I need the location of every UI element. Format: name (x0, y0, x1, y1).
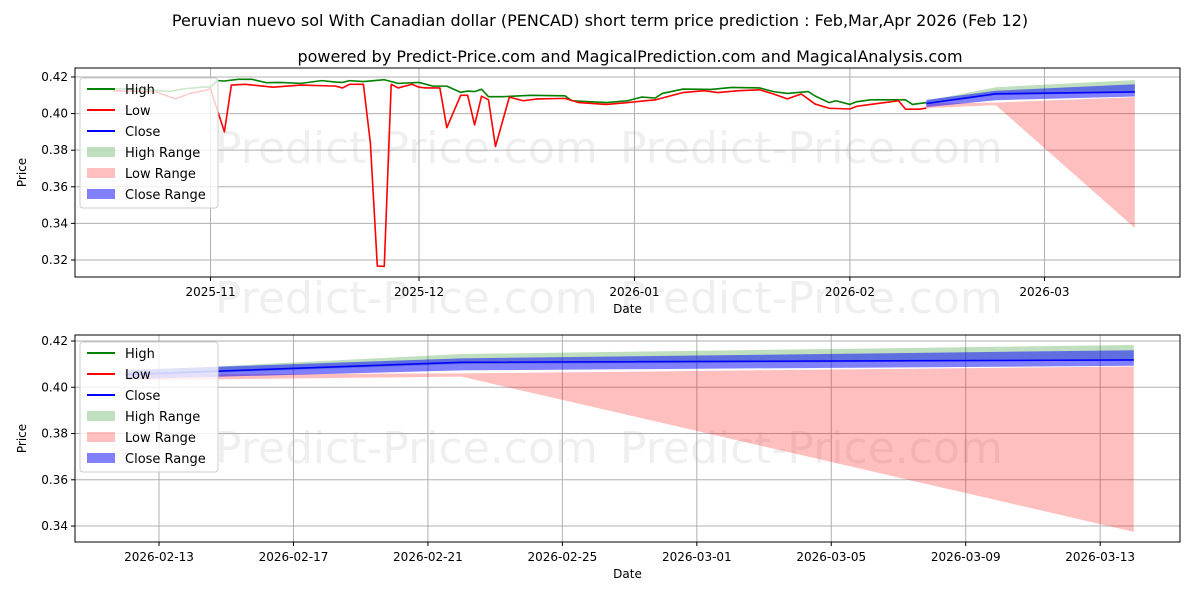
y-tick-label: 0.38 (41, 427, 68, 441)
legend-item-close-range: Close Range (87, 188, 206, 203)
plot-frame (74, 67, 1181, 278)
x-tick-label: 2026-03-05 (796, 550, 866, 564)
legend-label: Low Range (125, 167, 196, 182)
legend-label: Low Range (125, 431, 196, 446)
legend-patch-swatch (87, 432, 115, 442)
legend-label: Close (125, 389, 160, 404)
y-tick-label: 0.34 (41, 519, 68, 533)
legend-item-low-range: Low Range (87, 167, 196, 182)
legend-label: Close Range (125, 188, 206, 203)
low-line (113, 83, 927, 268)
legend-patch-swatch (87, 453, 115, 463)
watermark: Predict-Price.com (215, 123, 598, 174)
x-tick-label: 2026-03 (1019, 285, 1069, 299)
x-tick-label: 2025-11 (185, 285, 235, 299)
x-tick-label: 2026-02-25 (528, 550, 598, 564)
chart-subtitle: powered by Predict-Price.com and Magical… (297, 47, 962, 66)
y-axis-label: Price (15, 424, 29, 453)
legend-item-low-range: Low Range (87, 431, 196, 446)
legend-label: High (125, 83, 155, 98)
watermark: Predict-Price.com (215, 423, 598, 474)
legend-label: High Range (125, 410, 200, 425)
low-range-band (125, 366, 1134, 532)
x-tick-label: 2026-03-01 (662, 550, 732, 564)
legend-label: High Range (125, 146, 200, 161)
close-line (926, 91, 1135, 105)
y-axis-label: Price (15, 158, 29, 187)
y-tick-label: 0.40 (41, 107, 68, 121)
x-axis-label: Date (613, 302, 642, 316)
y-tick-label: 0.32 (41, 253, 68, 267)
top-chart: 2025-11 2025-12 2026-01 2026-02 2026-03 0.32 0… (15, 67, 1181, 316)
x-tick-label: 2026-03-09 (931, 550, 1001, 564)
legend-item-high-range: High Range (87, 146, 200, 161)
legend-item-close: Close (87, 125, 160, 140)
y-tick-label: 0.36 (41, 473, 68, 487)
legend-item-high: High (87, 83, 155, 98)
legend-item-high-range: High Range (87, 410, 200, 425)
y-tick-label: 0.42 (41, 334, 68, 348)
legend-label: Close (125, 125, 160, 140)
y-tick-label: 0.36 (41, 180, 68, 194)
x-tick-label: 2026-02-17 (259, 550, 329, 564)
watermark: Predict-Price.com (620, 273, 1003, 324)
x-tick-label: 2026-01 (609, 285, 659, 299)
plot-area (125, 344, 1134, 532)
legend-item-close-range: Close Range (87, 452, 206, 467)
close-line (125, 359, 1134, 376)
legend-patch-swatch (87, 168, 115, 178)
legend-label: Close Range (125, 452, 206, 467)
legend-label: Low (125, 368, 151, 383)
plot-area (113, 78, 1135, 268)
bottom-chart: 2026-02-13 2026-02-17 2026-02-21 2026-02-25… (15, 334, 1181, 581)
x-tick-label: 2026-03-13 (1065, 550, 1135, 564)
legend-label: High (125, 347, 155, 362)
legend-patch-swatch (87, 411, 115, 421)
plot-frame (74, 334, 1181, 543)
legend-item-low: Low (87, 368, 151, 383)
watermark: Predict-Price.com (215, 273, 598, 324)
legend-label: Low (125, 104, 151, 119)
x-axis-label: Date (613, 567, 642, 581)
close-range-band (125, 350, 1134, 380)
x-tick-label: 2025-12 (394, 285, 444, 299)
y-tick-label: 0.38 (41, 143, 68, 157)
legend-patch-swatch (87, 189, 115, 199)
low-range-band (926, 97, 1135, 228)
y-tick-label: 0.40 (41, 380, 68, 394)
high-line (113, 78, 927, 106)
x-tick-label: 2026-02-21 (393, 550, 463, 564)
watermark: Predict-Price.com (620, 123, 1003, 174)
chart-title: Peruvian nuevo sol With Canadian dollar … (172, 11, 1028, 30)
y-tick-label: 0.34 (41, 216, 68, 230)
legend: High Low Close High Range Low Range Close Ran… (79, 77, 219, 209)
y-tick-label: 0.42 (41, 70, 68, 84)
legend-item-close: Close (87, 389, 160, 404)
x-tick-label: 2026-02-13 (124, 550, 194, 564)
watermark: Predict-Price.com (620, 423, 1003, 474)
x-tick-label: 2026-02 (825, 285, 875, 299)
legend-item-high: High (87, 347, 155, 362)
legend: High Low Close High Range Low Range Close Ran… (79, 341, 219, 473)
legend-item-low: Low (87, 104, 151, 119)
legend-patch-swatch (87, 147, 115, 157)
close-range-band (926, 84, 1135, 108)
